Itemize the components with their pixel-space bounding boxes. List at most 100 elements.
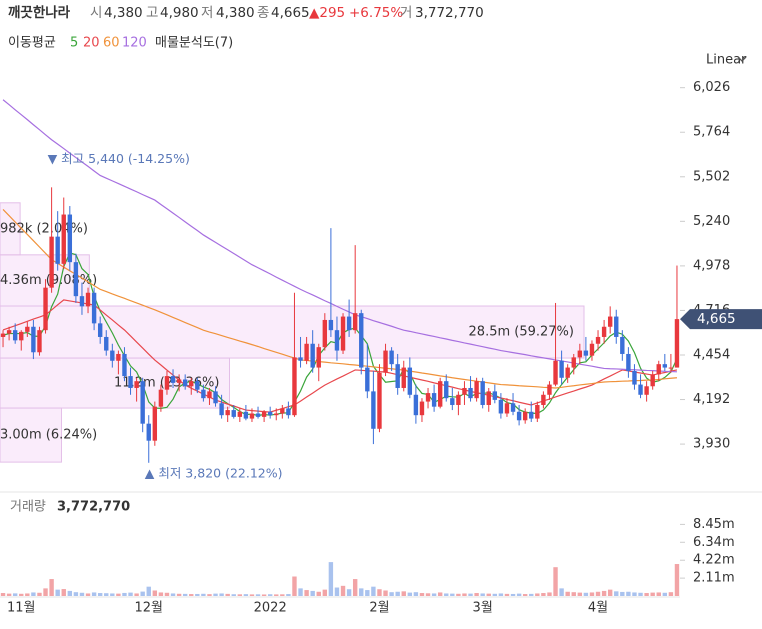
candle-body [425,393,431,402]
candle-body [0,333,6,337]
candle-body [140,381,145,424]
candle-body [122,353,127,377]
profile-title[interactable]: 매물분석도(7) [155,36,233,51]
candle-body [559,360,564,378]
moving-average-line [2,99,677,373]
candle-body [547,384,552,395]
legend-entry[interactable]: 20 [83,36,100,51]
legend-entry[interactable]: 5 [70,36,78,51]
candle-body [170,376,176,383]
quote-label: 종 [257,5,269,21]
min-annotation: ▲ 최저 3,820 (22.12%) [145,465,283,480]
volume-bar [334,587,340,596]
volume-bar [601,590,607,596]
volume-bar [650,592,655,596]
volume-bar [431,593,437,596]
candle-body [638,384,643,395]
dropdown-icon[interactable] [737,56,747,62]
volume-bar [243,594,249,596]
volume-bar [346,589,352,596]
y-tick-label: 5,764 [693,125,730,140]
volume-bar [468,593,473,596]
volume-bar [644,593,649,596]
volume-bar [97,593,103,596]
volume-bar [565,591,570,596]
volume-bar [589,592,595,596]
candle-body [267,411,273,416]
moving-average-line [2,252,678,417]
volume-bar [49,579,54,596]
volume-bar [595,591,601,596]
candle-body [656,364,661,375]
candle-body [225,410,230,416]
volume-title: 거래량 [10,500,46,515]
volume-bar [237,594,243,596]
volume-tick-label: 2.11m [693,571,735,586]
candle-body [565,367,570,378]
candle-body [480,381,485,405]
candle-body [213,391,218,404]
candle-body [662,364,668,368]
candle-body [577,350,583,358]
volume-bar [674,564,680,596]
candle-body [152,406,158,441]
scale-selector[interactable]: Linear [706,53,747,68]
volume-bar [620,591,625,596]
legend-entry[interactable]: 120 [122,36,147,51]
candle-body [413,394,419,416]
candle-body [601,326,607,337]
volume-bar [371,586,376,596]
volume-bar [516,593,522,596]
volume-bar [249,594,255,596]
candle-body [255,413,261,417]
volume-profile-bar [0,407,62,463]
candle-body [280,408,285,414]
volume-bar [535,593,540,596]
legend-entry[interactable]: 60 [103,36,120,51]
candle-body [128,376,133,388]
volume-bar [577,592,583,596]
volume-bar [79,592,85,596]
candle-body [219,403,224,416]
candle-body [437,381,443,407]
candle-body [37,330,42,353]
quote-label: 고 [146,5,158,21]
candle-body [529,411,534,419]
candle-body [201,389,206,399]
volume-bar [559,588,564,596]
candle-body [626,353,631,371]
volume-bar [492,593,498,596]
volume-profile-label: 3.00m (6.24%) [0,428,97,443]
y-tick-label: 4,978 [693,258,730,273]
candle-body [146,423,151,441]
volume-bar [61,589,66,596]
volume-bar [43,588,48,596]
candle-body [316,347,321,368]
candle-body [61,214,66,264]
candle-body [383,350,388,373]
y-tick-label: 4,192 [693,392,730,407]
change-pct: +6.75% [349,5,403,21]
y-tick-label: 6,026 [693,80,730,95]
candle-body [322,319,328,348]
volume-bar [316,591,321,596]
volume-bar [541,593,546,596]
volume-bar [261,594,267,596]
volume-bar [292,576,297,596]
volume-bar [195,593,200,596]
candle-body [43,287,48,331]
ma-title[interactable]: 이동평균 [8,36,56,51]
candle-body [620,336,625,354]
candle-body [334,330,340,351]
candle-body [401,367,406,388]
volume-bar [170,593,176,596]
volume-bar [176,593,182,596]
volume-last: 3,772,770 [57,500,130,515]
candle-body [541,394,546,405]
volume-bar [274,594,279,596]
volume-profile-bar [0,305,585,359]
candle-body [104,336,109,351]
volume-bar [480,593,485,596]
volume-bar [444,593,449,596]
volume-profile-label: 28.5m (59.27%) [469,325,574,340]
